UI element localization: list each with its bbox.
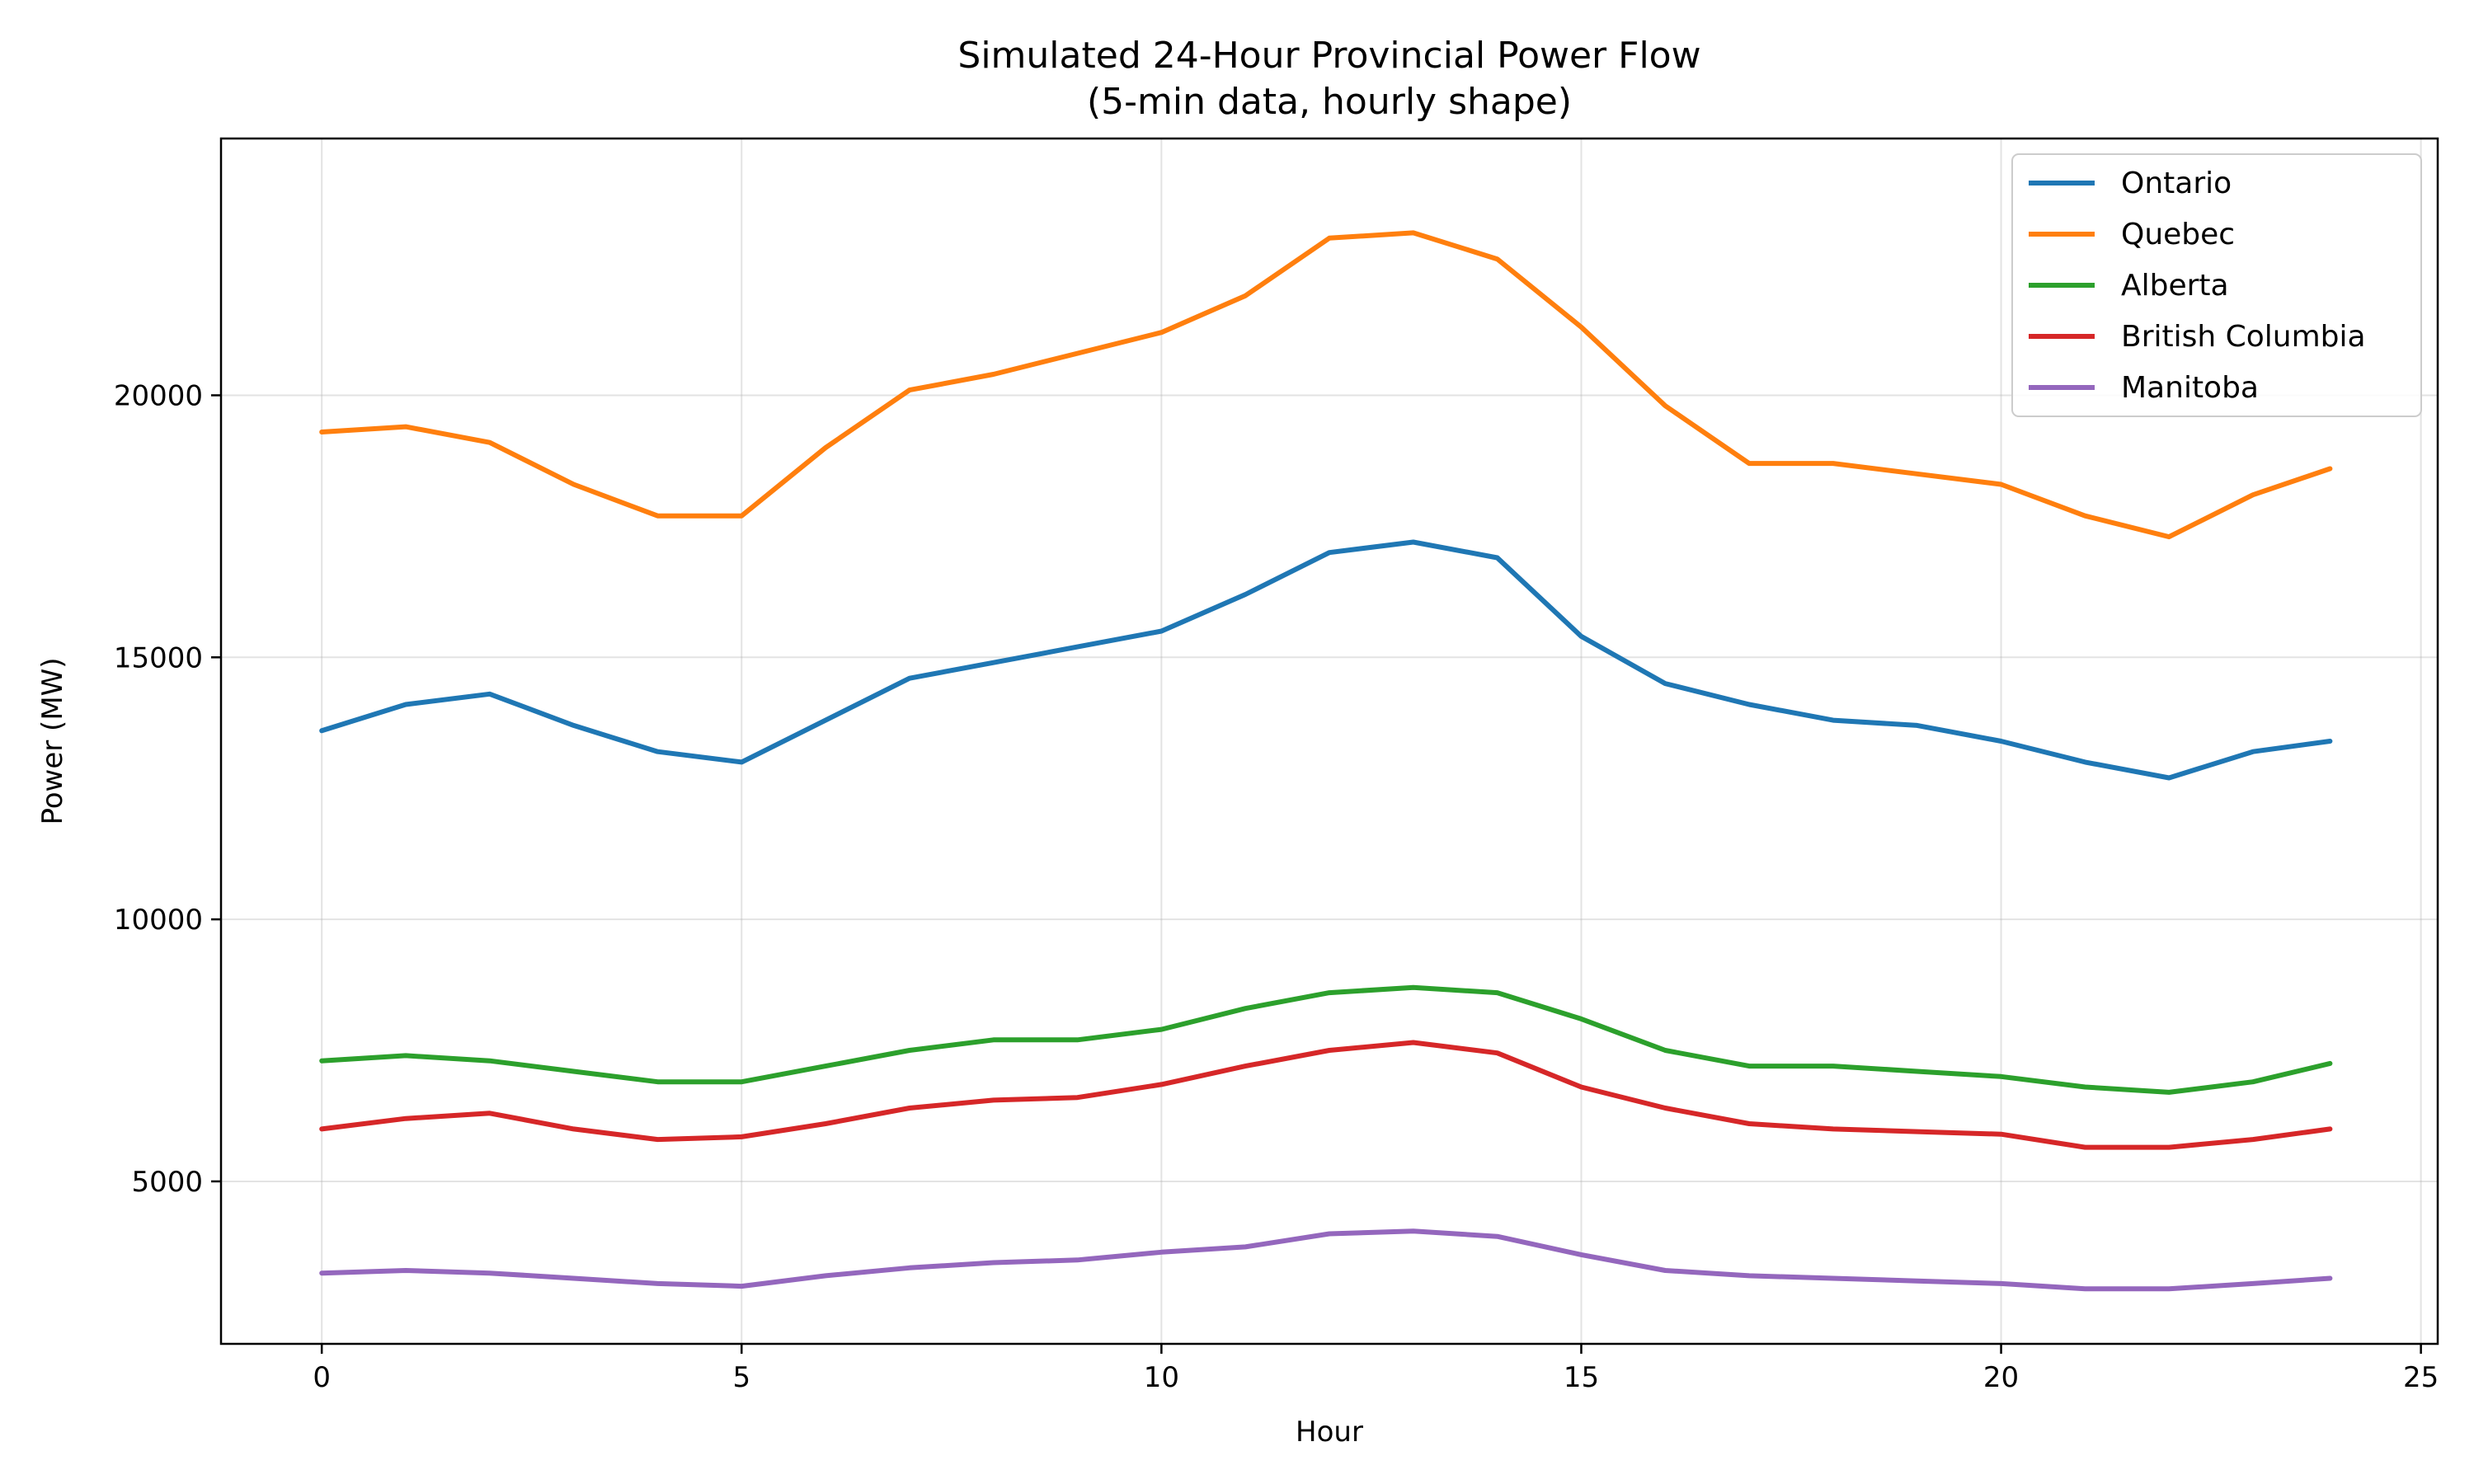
- plot-frame: [219, 137, 2439, 1345]
- legend-label-ontario: Ontario: [2121, 167, 2232, 200]
- chart-title: Simulated 24-Hour Provincial Power Flow: [957, 35, 1700, 77]
- x-axis: 0 5 10 15 20 25: [313, 1344, 2439, 1394]
- legend-label-british-columbia: British Columbia: [2121, 320, 2366, 354]
- series-line-alberta: [319, 984, 2333, 1095]
- y-tick-label: 5000: [131, 1166, 203, 1199]
- x-axis-label: Hour: [1296, 1416, 1363, 1449]
- legend-label-alberta: Alberta: [2121, 269, 2229, 303]
- series-line-manitoba: [319, 1228, 2333, 1292]
- x-tick-label: 25: [2403, 1361, 2439, 1394]
- x-tick-label: 10: [1144, 1361, 1179, 1394]
- legend-box: [2011, 153, 2422, 417]
- series-line-quebec: [319, 230, 2333, 540]
- series-line-british-columbia: [319, 1040, 2333, 1150]
- chart-subtitle: (5-min data, hourly shape): [1087, 81, 1572, 123]
- legend-label-manitoba: Manitoba: [2121, 371, 2259, 405]
- x-tick-label: 15: [1564, 1361, 1599, 1394]
- x-tick-label: 20: [1983, 1361, 2019, 1394]
- series-lines: [319, 230, 2333, 1292]
- x-tick-label: 5: [732, 1361, 750, 1394]
- y-tick-label: 15000: [114, 641, 203, 674]
- y-tick-label: 10000: [114, 904, 203, 937]
- legend-label-quebec: Quebec: [2121, 218, 2235, 251]
- series-line-ontario: [319, 539, 2333, 781]
- y-tick-label: 20000: [114, 379, 203, 412]
- x-tick-label: 0: [313, 1361, 331, 1394]
- y-axis-label: Power (MW): [36, 657, 69, 824]
- legend: Ontario Quebec Alberta British Columbia Mani…: [2011, 153, 2422, 417]
- y-axis: 5000 10000 15000 20000: [114, 379, 221, 1199]
